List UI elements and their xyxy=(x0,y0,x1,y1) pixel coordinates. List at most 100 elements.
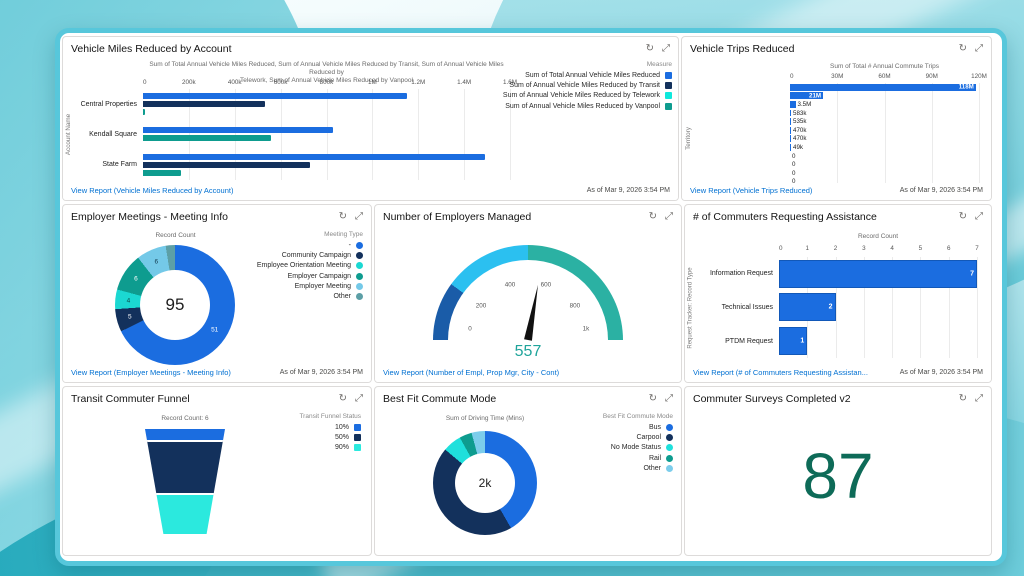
bar[interactable]: 2 xyxy=(779,293,836,322)
axis-tick-label: 3 xyxy=(862,245,866,252)
bar[interactable] xyxy=(143,161,311,168)
view-report-link[interactable]: View Report (Number of Empl, Prop Mgr, C… xyxy=(383,368,560,377)
axis-tick-label: 7 xyxy=(975,245,979,252)
funnel-stage[interactable] xyxy=(145,440,225,493)
legend-swatch xyxy=(665,102,672,110)
bar[interactable]: 1 xyxy=(779,327,808,356)
refresh-icon[interactable]: ↻ xyxy=(648,211,657,222)
view-report-link[interactable]: View Report (Employer Meetings - Meeting… xyxy=(71,368,231,377)
gridline xyxy=(979,83,980,193)
category-label: Information Request xyxy=(709,270,773,278)
refresh-icon[interactable]: ↻ xyxy=(338,393,347,404)
refresh-icon[interactable]: ↻ xyxy=(338,211,347,222)
bar[interactable] xyxy=(790,135,791,143)
timestamp: As of Mar 9, 2026 3:54 PM xyxy=(899,369,983,376)
bar-row: Information Request 7 xyxy=(710,257,977,291)
bar[interactable]: 21M xyxy=(790,92,824,99)
bar-row: I-25 South / DTC0 xyxy=(790,169,979,178)
legend-label: Bus xyxy=(648,423,661,431)
bar[interactable] xyxy=(790,101,796,108)
axis-tick-label: 1.6M xyxy=(503,79,517,86)
axis-tick-label: 2 xyxy=(833,245,838,252)
donut-chart[interactable]: 2k xyxy=(433,431,537,535)
bar[interactable] xyxy=(790,126,791,134)
y-axis-label: Territory xyxy=(684,126,692,150)
chart-title: Sum of Total # Annual Commute Trips xyxy=(830,63,939,70)
refresh-icon[interactable]: ↻ xyxy=(958,43,967,54)
bar[interactable]: 118M xyxy=(790,84,976,91)
axis-tick-label: 1.2M xyxy=(411,79,426,86)
axis-tick-label: 600k xyxy=(273,79,288,86)
refresh-icon[interactable]: ↻ xyxy=(648,393,657,404)
metric-value: 87 xyxy=(802,440,874,512)
panel-employers-managed: Number of Employers Managed ↻ ⤢ 0 200 400 6… xyxy=(374,204,682,383)
expand-icon[interactable]: ⤢ xyxy=(662,43,670,54)
bar-value-label: 2 xyxy=(828,303,833,311)
donut-chart[interactable]: 95 51 5 4 6 6 xyxy=(115,245,235,365)
bar[interactable] xyxy=(790,144,791,151)
axis-tick-label: 30M xyxy=(831,73,844,80)
axis-tick-label: 6 xyxy=(946,245,951,252)
axis-tick-label: 1M xyxy=(368,79,377,86)
bar-value-label: 470k xyxy=(793,135,807,143)
expand-icon[interactable]: ⤢ xyxy=(975,43,983,54)
view-report-link[interactable]: View Report (Vehicle Trips Reduced) xyxy=(690,186,813,195)
legend-label: Carpool xyxy=(636,433,661,441)
slice-value-label: 51 xyxy=(211,326,219,334)
legend-item: Other xyxy=(553,465,673,473)
expand-icon[interactable]: ⤢ xyxy=(355,211,363,222)
bar[interactable] xyxy=(143,153,485,160)
funnel-stage[interactable] xyxy=(145,492,225,534)
expand-icon[interactable]: ⤢ xyxy=(355,393,363,404)
refresh-icon[interactable]: ↻ xyxy=(958,211,967,222)
bar[interactable] xyxy=(143,169,181,176)
legend-item: Bus xyxy=(553,423,673,431)
bar-value-label: 535k xyxy=(793,118,807,126)
expand-icon[interactable]: ⤢ xyxy=(975,211,983,222)
view-report-link[interactable]: View Report (Vehicle Miles Reduced by Ac… xyxy=(71,186,234,195)
bar[interactable] xyxy=(143,127,334,134)
bar[interactable]: 7 xyxy=(779,259,977,288)
expand-icon[interactable]: ⤢ xyxy=(975,393,983,404)
bar-value-label: 0 xyxy=(792,152,796,160)
bar[interactable] xyxy=(790,118,791,126)
panel-best-fit-commute-mode: Best Fit Commute Mode ↻ ⤢ Sum of Driving… xyxy=(374,386,682,556)
gauge-chart[interactable]: 0 200 400 600 800 1k xyxy=(433,245,623,382)
bar[interactable] xyxy=(143,93,407,100)
legend-label: Employee Orientation Meeting xyxy=(256,262,351,270)
legend: Meeting Type - Community Campaign Employee … xyxy=(235,231,363,303)
legend-swatch xyxy=(354,444,361,452)
panel-employer-meetings: Employer Meetings - Meeting Info ↻ ⤢ Rec… xyxy=(62,204,372,383)
refresh-icon[interactable]: ↻ xyxy=(645,43,654,54)
legend-item: - xyxy=(235,241,363,249)
panel-vehicle-trips-reduced: Vehicle Trips Reduced ↻ ⤢ Sum of Total #… xyxy=(681,36,992,201)
bar-row: The Junction TMO583k xyxy=(790,109,979,118)
bar-chart: Information Request 7 Technical Issues 2 PTD… xyxy=(710,257,977,358)
bar-row: A Better City TMA118M xyxy=(790,83,979,92)
legend-title: Meeting Type xyxy=(324,231,363,238)
bar[interactable] xyxy=(143,101,265,108)
refresh-icon[interactable]: ↻ xyxy=(958,393,967,404)
bar[interactable] xyxy=(143,109,146,116)
legend-item: Other xyxy=(235,293,363,301)
legend-label: Sum of Annual Vehicle Miles Reduced by T… xyxy=(509,81,660,89)
bar-row: North Shore TMA535k xyxy=(790,117,979,126)
donut-total: 95 xyxy=(165,295,185,314)
view-report-link[interactable]: View Report (# of Commuters Requesting A… xyxy=(693,368,868,377)
legend-swatch xyxy=(356,272,363,280)
legend-item: 50% xyxy=(251,433,361,441)
legend-swatch xyxy=(356,251,363,259)
bar[interactable] xyxy=(790,109,791,117)
bar-row: GoTriangle470k xyxy=(790,126,979,135)
panel-title: Transit Commuter Funnel xyxy=(71,393,190,405)
funnel-stage[interactable] xyxy=(145,429,225,441)
bar-value-label: 0 xyxy=(792,178,796,186)
axis-tick-label: 1.4M xyxy=(457,79,472,86)
gauge-tick-label: 400 xyxy=(504,281,516,289)
funnel-chart[interactable] xyxy=(145,429,225,534)
expand-icon[interactable]: ⤢ xyxy=(665,393,673,404)
expand-icon[interactable]: ⤢ xyxy=(665,211,673,222)
legend-swatch xyxy=(665,81,672,89)
bar[interactable] xyxy=(143,135,272,142)
bar-value-label: 0 xyxy=(792,169,796,177)
